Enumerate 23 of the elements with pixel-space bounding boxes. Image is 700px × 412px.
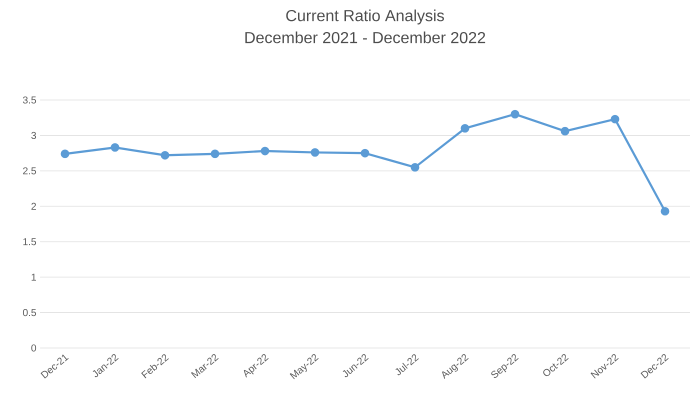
point [260,146,270,156]
point [560,126,570,136]
chart-subtitle: December 2021 - December 2022 [245,32,486,44]
y-tick-label: 0.5 [22,309,36,316]
y-tick-label: 3 [31,132,36,139]
y-tick-label: 3.5 [22,96,36,104]
point [60,150,70,158]
point [610,114,620,124]
point [510,110,520,118]
y-tick-label: 1 [32,274,36,281]
y-tick-label: 1.5 [23,238,36,246]
point [460,124,470,133]
point [160,150,170,160]
point [660,206,670,216]
chart-title: Current Ratio Analysis [286,10,444,24]
point [310,148,320,157]
point [360,148,370,158]
point [110,143,120,152]
point [410,163,420,172]
point [210,150,220,158]
y-tick-label: 2.5 [23,167,36,174]
y-tick-label: 2 [31,202,36,210]
y-tick-label: 0 [31,344,36,352]
